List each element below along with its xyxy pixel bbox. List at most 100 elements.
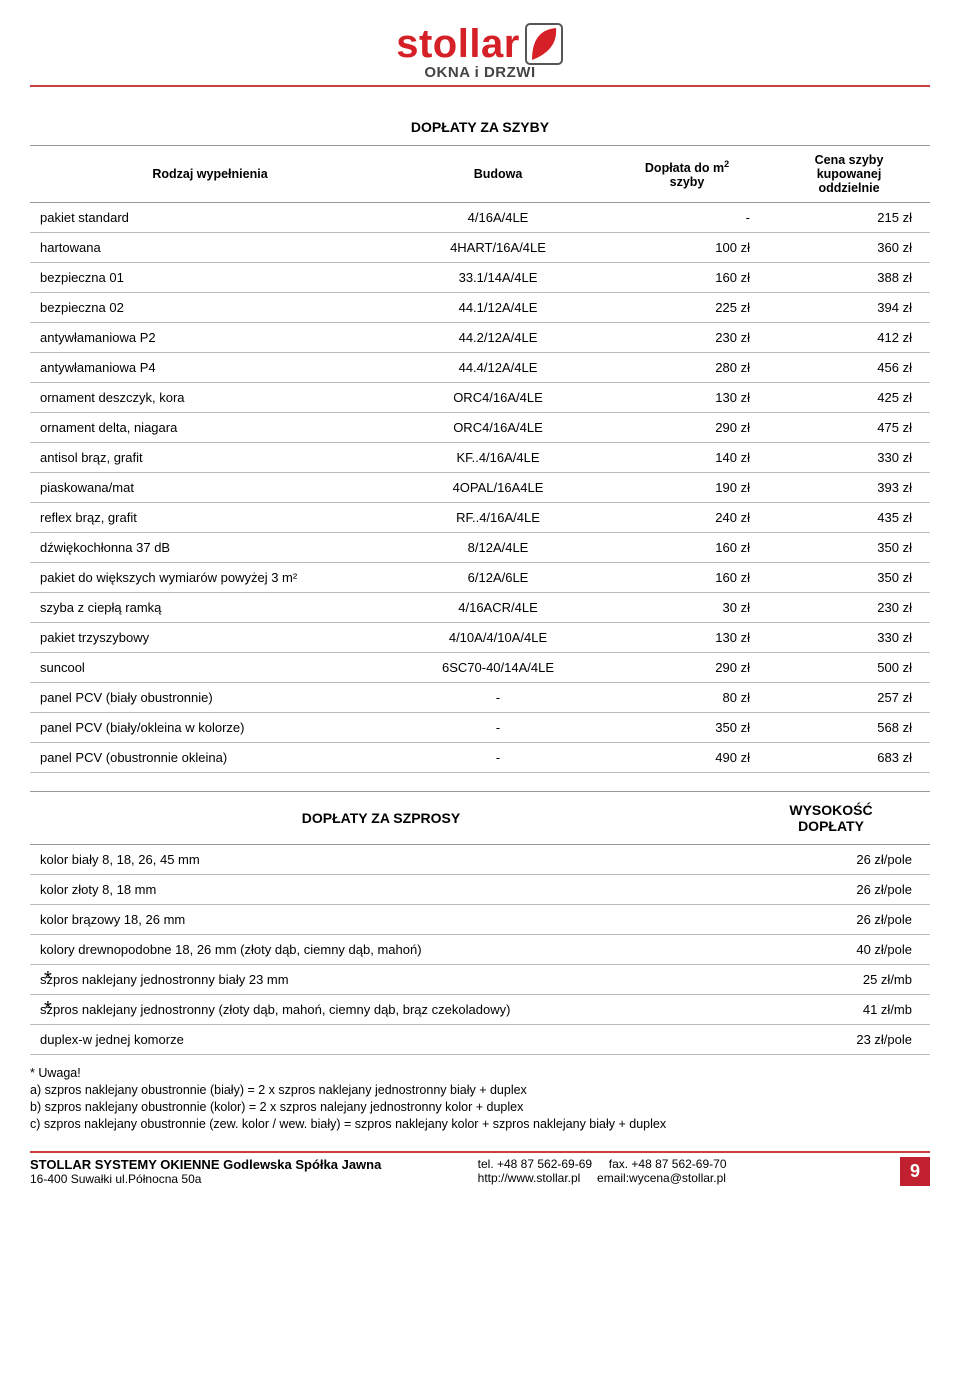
- cell-cena: 683 zł: [768, 743, 930, 773]
- cell-budowa: -: [390, 713, 606, 743]
- cell-budowa: 44.1/12A/4LE: [390, 293, 606, 323]
- cell-cena: 394 zł: [768, 293, 930, 323]
- cell-value: 40 zł/pole: [732, 935, 930, 965]
- cell-cena: 350 zł: [768, 563, 930, 593]
- cell-value: 26 zł/pole: [732, 905, 930, 935]
- cell-name: panel PCV (biały obustronnie): [30, 683, 390, 713]
- table-row: bezpieczna 0244.1/12A/4LE225 zł394 zł: [30, 293, 930, 323]
- cell-name: duplex-w jednej komorze: [30, 1025, 732, 1055]
- note-a: a) szpros naklejany obustronnie (biały) …: [30, 1083, 527, 1097]
- cell-name: pakiet do większych wymiarów powyżej 3 m…: [30, 563, 390, 593]
- cell-doplata: 160 zł: [606, 263, 768, 293]
- th-doplata: Dopłata do m2 szyby: [606, 146, 768, 203]
- cell-name: suncool: [30, 653, 390, 683]
- table-row: kolor złoty 8, 18 mm26 zł/pole: [30, 875, 930, 905]
- table-row: *szpros naklejany jednostronny biały 23 …: [30, 965, 930, 995]
- cell-budowa: 4HART/16A/4LE: [390, 233, 606, 263]
- header: stollar OKNA i DRZWI: [30, 20, 930, 81]
- cell-name: kolor biały 8, 18, 26, 45 mm: [30, 845, 732, 875]
- cell-name: *szpros naklejany jednostronny (złoty dą…: [30, 995, 732, 1025]
- cell-cena: 350 zł: [768, 533, 930, 563]
- cell-budowa: -: [390, 683, 606, 713]
- footer-address: 16-400 Suwałki ul.Północna 50a: [30, 1172, 478, 1186]
- table-row: ornament deszczyk, koraORC4/16A/4LE130 z…: [30, 383, 930, 413]
- cell-budowa: ORC4/16A/4LE: [390, 383, 606, 413]
- table-row: hartowana4HART/16A/4LE100 zł360 zł: [30, 233, 930, 263]
- cell-cena: 393 zł: [768, 473, 930, 503]
- cell-name: bezpieczna 02: [30, 293, 390, 323]
- cell-cena: 412 zł: [768, 323, 930, 353]
- footer-divider: [30, 1151, 930, 1153]
- note-c: c) szpros naklejany obustronnie (zew. ko…: [30, 1117, 666, 1131]
- cell-budowa: KF..4/16A/4LE: [390, 443, 606, 473]
- th-rodzaj: Rodzaj wypełnienia: [30, 146, 390, 203]
- note-b: b) szpros naklejany obustronnie (kolor) …: [30, 1100, 523, 1114]
- table-row: ornament delta, niagaraORC4/16A/4LE290 z…: [30, 413, 930, 443]
- cell-name: bezpieczna 01: [30, 263, 390, 293]
- footer-email: email:wycena@stollar.pl: [597, 1171, 726, 1185]
- table2-header-right: WYSOKOŚĆ DOPŁATY: [732, 792, 930, 845]
- cell-name: piaskowana/mat: [30, 473, 390, 503]
- cell-cena: 215 zł: [768, 203, 930, 233]
- table-row: panel PCV (biały obustronnie)-80 zł257 z…: [30, 683, 930, 713]
- cell-budowa: ORC4/16A/4LE: [390, 413, 606, 443]
- cell-budowa: -: [390, 743, 606, 773]
- cell-doplata: 160 zł: [606, 563, 768, 593]
- cell-name: antywłamaniowa P4: [30, 353, 390, 383]
- cell-budowa: 4/10A/4/10A/4LE: [390, 623, 606, 653]
- cell-doplata: 290 zł: [606, 413, 768, 443]
- cell-budowa: RF..4/16A/4LE: [390, 503, 606, 533]
- table-row: suncool6SC70-40/14A/4LE290 zł500 zł: [30, 653, 930, 683]
- cell-value: 25 zł/mb: [732, 965, 930, 995]
- cell-budowa: 6SC70-40/14A/4LE: [390, 653, 606, 683]
- cell-budowa: 8/12A/4LE: [390, 533, 606, 563]
- table-row: panel PCV (biały/okleina w kolorze)-350 …: [30, 713, 930, 743]
- divider: [30, 85, 930, 87]
- cell-doplata: 190 zł: [606, 473, 768, 503]
- cell-doplata: 225 zł: [606, 293, 768, 323]
- cell-doplata: 290 zł: [606, 653, 768, 683]
- cell-doplata: 130 zł: [606, 623, 768, 653]
- cell-budowa: 4OPAL/16A4LE: [390, 473, 606, 503]
- table-row: antisol brąz, grafitKF..4/16A/4LE140 zł3…: [30, 443, 930, 473]
- table-row: *szpros naklejany jednostronny (złoty dą…: [30, 995, 930, 1025]
- table-row: piaskowana/mat4OPAL/16A4LE190 zł393 zł: [30, 473, 930, 503]
- th-budowa: Budowa: [390, 146, 606, 203]
- cell-budowa: 4/16A/4LE: [390, 203, 606, 233]
- cell-name: antisol brąz, grafit: [30, 443, 390, 473]
- cell-cena: 388 zł: [768, 263, 930, 293]
- cell-cena: 360 zł: [768, 233, 930, 263]
- table2-title: DOPŁATY ZA SZPROSY: [30, 792, 732, 845]
- cell-doplata: 350 zł: [606, 713, 768, 743]
- cell-value: 41 zł/mb: [732, 995, 930, 1025]
- cell-name: panel PCV (biały/okleina w kolorze): [30, 713, 390, 743]
- cell-doplata: 30 zł: [606, 593, 768, 623]
- cell-name: szyba z ciepłą ramką: [30, 593, 390, 623]
- cell-budowa: 33.1/14A/4LE: [390, 263, 606, 293]
- table-szyby: DOPŁATY ZA SZYBY Rodzaj wypełnienia Budo…: [30, 109, 930, 773]
- th-cena: Cena szyby kupowanej oddzielnie: [768, 146, 930, 203]
- cell-cena: 230 zł: [768, 593, 930, 623]
- footer-url: http://www.stollar.pl: [478, 1171, 581, 1185]
- cell-doplata: 80 zł: [606, 683, 768, 713]
- footnote: * Uwaga! a) szpros naklejany obustronnie…: [30, 1065, 930, 1133]
- cell-doplata: 160 zł: [606, 533, 768, 563]
- cell-name: reflex brąz, grafit: [30, 503, 390, 533]
- cell-name: dźwiękochłonna 37 dB: [30, 533, 390, 563]
- table-row: bezpieczna 0133.1/14A/4LE160 zł388 zł: [30, 263, 930, 293]
- cell-name: ornament deszczyk, kora: [30, 383, 390, 413]
- table-row: dźwiękochłonna 37 dB8/12A/4LE160 zł350 z…: [30, 533, 930, 563]
- cell-doplata: -: [606, 203, 768, 233]
- table-row: pakiet trzyszybowy4/10A/4/10A/4LE130 zł3…: [30, 623, 930, 653]
- cell-doplata: 490 zł: [606, 743, 768, 773]
- cell-doplata: 130 zł: [606, 383, 768, 413]
- table-row: szyba z ciepłą ramką4/16ACR/4LE30 zł230 …: [30, 593, 930, 623]
- table-row: duplex-w jednej komorze23 zł/pole: [30, 1025, 930, 1055]
- cell-name: antywłamaniowa P2: [30, 323, 390, 353]
- cell-name: panel PCV (obustronnie okleina): [30, 743, 390, 773]
- cell-doplata: 240 zł: [606, 503, 768, 533]
- star-icon: *: [44, 1002, 60, 1016]
- cell-name: hartowana: [30, 233, 390, 263]
- table-row: kolor brązowy 18, 26 mm26 zł/pole: [30, 905, 930, 935]
- table-row: antywłamaniowa P444.4/12A/4LE280 zł456 z…: [30, 353, 930, 383]
